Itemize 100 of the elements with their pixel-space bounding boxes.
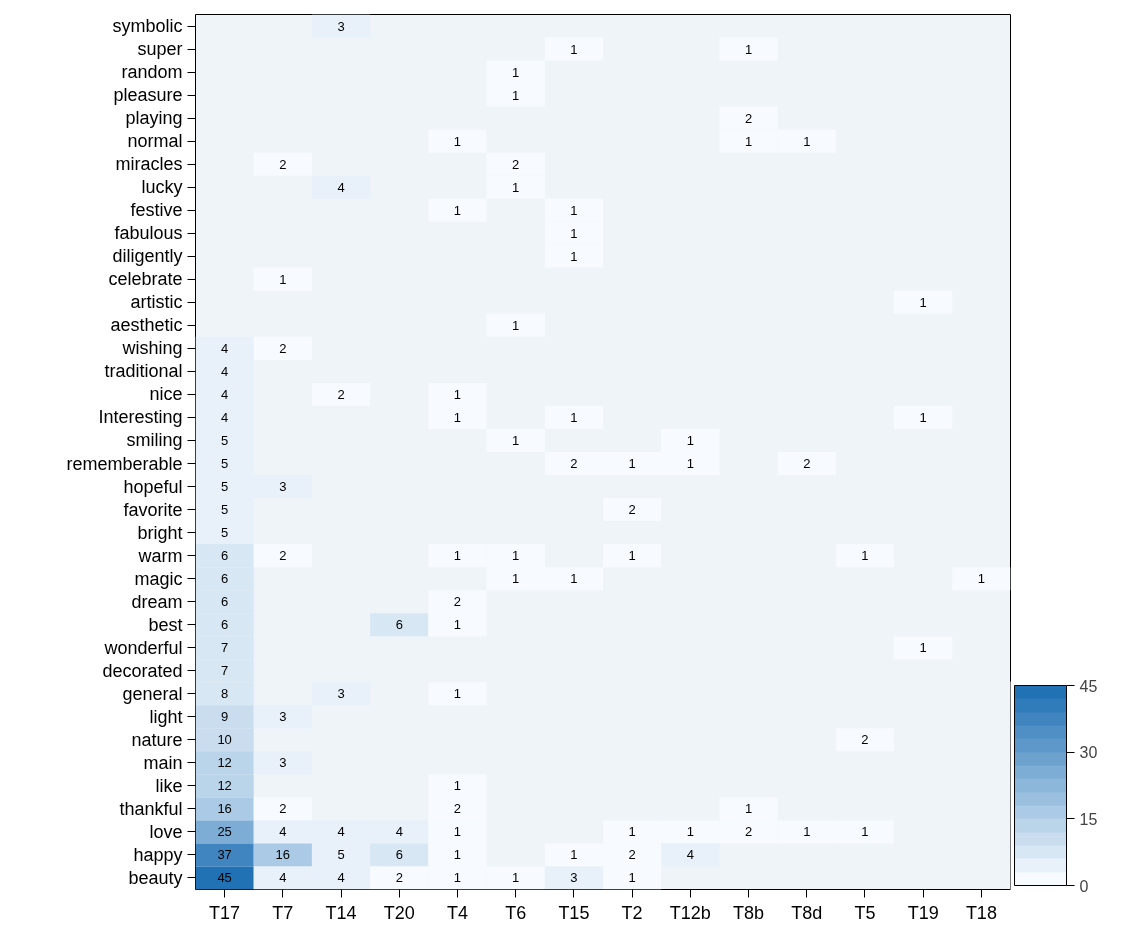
data-label: 5 xyxy=(220,479,229,495)
y-tick-label: diligently xyxy=(112,246,183,267)
data-label: 2 xyxy=(744,110,753,126)
data-label: 4 xyxy=(220,340,229,356)
data-label: 2 xyxy=(512,156,520,172)
data-label: 1 xyxy=(686,456,694,472)
data-label: 2 xyxy=(628,502,636,518)
data-label: 16 xyxy=(217,801,232,817)
data-label: 2 xyxy=(628,847,636,863)
data-label: 2 xyxy=(803,456,811,472)
data-label: 4 xyxy=(220,363,229,379)
data-label: 1 xyxy=(453,548,462,564)
x-tick-label: T2 xyxy=(621,902,643,923)
y-tick-label: celebrate xyxy=(108,269,183,290)
data-label: 1 xyxy=(453,202,462,218)
data-label: 7 xyxy=(220,640,229,656)
data-label: 1 xyxy=(512,571,520,587)
data-label: 1 xyxy=(453,778,462,794)
y-tick-label: magic xyxy=(134,568,183,589)
data-label: 5 xyxy=(337,847,345,863)
y-tick-label: dream xyxy=(131,591,183,612)
data-label: 1 xyxy=(453,409,462,425)
y-tick-label: symbolic xyxy=(112,16,183,37)
data-label: 1 xyxy=(453,824,462,840)
y-tick-label: rememberable xyxy=(66,453,183,474)
data-label: 3 xyxy=(337,686,345,702)
x-tick-label: T8b xyxy=(733,902,765,923)
data-label: 2 xyxy=(279,548,287,564)
data-label: 1 xyxy=(453,686,462,702)
x-tick-label: T5 xyxy=(854,902,876,923)
y-tick-label: beauty xyxy=(128,867,183,888)
x-tick-label: T6 xyxy=(505,902,527,923)
data-label: 3 xyxy=(279,479,287,495)
y-tick-label: playing xyxy=(125,108,183,129)
data-label: 1 xyxy=(453,617,462,633)
y-tick-label: miracles xyxy=(115,154,183,175)
y-tick-label: fabulous xyxy=(114,223,183,244)
data-label: 25 xyxy=(217,824,232,840)
y-tick-label: nature xyxy=(131,729,183,750)
data-label: 1 xyxy=(570,202,578,218)
data-label: 1 xyxy=(803,824,811,840)
x-tick-label: T14 xyxy=(325,902,357,923)
y-tick-label: main xyxy=(143,752,183,773)
color-bar-label: 30 xyxy=(1079,744,1098,762)
data-label: 4 xyxy=(220,386,229,402)
y-tick-label: hopeful xyxy=(123,476,183,497)
data-label: 2 xyxy=(337,386,345,402)
data-label: 1 xyxy=(919,294,927,310)
data-label: 45 xyxy=(217,870,232,886)
x-tick-label: T8d xyxy=(791,902,823,923)
data-label: 1 xyxy=(803,133,811,149)
data-label: 5 xyxy=(220,502,229,518)
y-tick-label: random xyxy=(121,62,183,83)
y-tick-label: wishing xyxy=(121,338,183,359)
data-label: 2 xyxy=(279,156,287,172)
data-label: 6 xyxy=(220,594,229,610)
y-tick-label: general xyxy=(122,683,183,704)
data-label: 9 xyxy=(220,709,229,725)
data-label: 5 xyxy=(220,432,229,448)
x-tick-label: T4 xyxy=(446,902,468,923)
data-label: 2 xyxy=(861,732,869,748)
data-label: 3 xyxy=(279,709,287,725)
data-label: 1 xyxy=(453,870,462,886)
data-label: 1 xyxy=(512,64,520,80)
y-tick-label: Interesting xyxy=(98,407,183,428)
data-label: 7 xyxy=(220,663,229,679)
data-label: 1 xyxy=(279,271,287,287)
y-tick-label: nice xyxy=(149,384,183,405)
data-label: 4 xyxy=(279,824,287,840)
data-label: 1 xyxy=(686,432,694,448)
data-label: 1 xyxy=(453,133,462,149)
x-tick-label: T12b xyxy=(669,902,711,923)
data-label: 5 xyxy=(220,525,229,541)
data-label: 1 xyxy=(628,870,636,886)
data-label: 1 xyxy=(628,824,636,840)
data-label: 4 xyxy=(337,870,345,886)
y-tick-label: like xyxy=(155,775,183,796)
data-label: 5 xyxy=(220,456,229,472)
data-label: 1 xyxy=(919,640,927,656)
y-tick-label: festive xyxy=(130,200,183,221)
y-tick-label: thankful xyxy=(119,798,183,819)
data-label: 1 xyxy=(512,317,520,333)
data-label: 1 xyxy=(977,571,986,587)
x-tick-label: T18 xyxy=(965,902,997,923)
data-label: 1 xyxy=(512,432,520,448)
x-tick-label: T17 xyxy=(209,902,241,923)
data-label: 1 xyxy=(686,824,694,840)
y-tick-label: love xyxy=(149,821,183,842)
data-label: 2 xyxy=(453,594,462,610)
data-label: 2 xyxy=(570,456,578,472)
data-label: 2 xyxy=(279,340,287,356)
data-label: 2 xyxy=(744,824,753,840)
data-label: 4 xyxy=(337,824,345,840)
data-label: 4 xyxy=(337,179,345,195)
data-label: 1 xyxy=(570,41,578,57)
data-label: 4 xyxy=(220,409,229,425)
x-tick-label: T19 xyxy=(907,902,939,923)
data-label: 1 xyxy=(628,456,636,472)
data-label: 1 xyxy=(453,386,462,402)
data-label: 4 xyxy=(395,824,403,840)
